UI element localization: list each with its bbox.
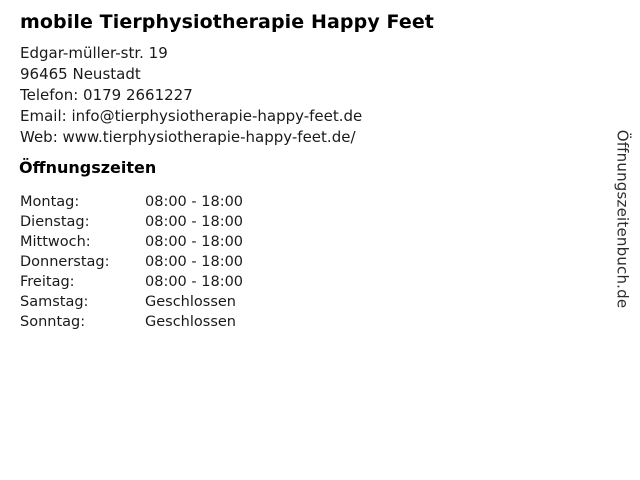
- phone-line: Telefon: 0179 2661227: [20, 86, 193, 104]
- table-row: Dienstag: 08:00 - 18:00: [20, 212, 285, 232]
- day-hours: 08:00 - 18:00: [145, 194, 244, 210]
- table-row: Freitag: 08:00 - 18:00: [20, 272, 285, 292]
- opening-hours-table: Montag: 08:00 - 18:00 Dienstag: 08:00 - …: [20, 192, 285, 332]
- day-label: Freitag:: [20, 274, 75, 290]
- table-row: Mittwoch: 08:00 - 18:00: [20, 232, 285, 252]
- opening-hours-body: Montag: 08:00 - 18:00 Dienstag: 08:00 - …: [20, 192, 285, 332]
- day-hours: Geschlossen: [145, 294, 236, 310]
- table-row: Samstag: Geschlossen: [20, 292, 285, 312]
- day-hours: 08:00 - 18:00: [145, 274, 244, 290]
- day-hours: Geschlossen: [145, 314, 236, 330]
- address-city: 96465 Neustadt: [20, 65, 141, 83]
- table-row: Montag: 08:00 - 18:00: [20, 192, 285, 212]
- day-label: Montag:: [20, 194, 80, 210]
- day-hours: 08:00 - 18:00: [145, 234, 244, 250]
- day-hours: 08:00 - 18:00: [145, 254, 244, 270]
- day-label: Donnerstag:: [20, 254, 110, 270]
- day-label: Dienstag:: [20, 214, 90, 230]
- day-label: Mittwoch:: [20, 234, 91, 250]
- day-hours: 08:00 - 18:00: [145, 214, 244, 230]
- watermark-text: Öffnungszeitenbuch.de: [613, 129, 632, 309]
- day-label: Sonntag:: [20, 314, 86, 330]
- opening-hours-heading: Öffnungszeiten: [19, 158, 157, 177]
- day-label: Samstag:: [20, 294, 89, 310]
- address-street: Edgar-müller-str. 19: [20, 44, 168, 62]
- table-row: Sonntag: Geschlossen: [20, 312, 285, 332]
- page-title: mobile Tierphysiotherapie Happy Feet: [20, 11, 434, 33]
- website-line: Web: www.tierphysiotherapie-happy-feet.d…: [20, 128, 356, 146]
- email-line: Email: info@tierphysiotherapie-happy-fee…: [20, 107, 363, 125]
- contact-block: Edgar-müller-str. 19 96465 Neustadt Tele…: [20, 43, 362, 148]
- table-row: Donnerstag: 08:00 - 18:00: [20, 252, 285, 272]
